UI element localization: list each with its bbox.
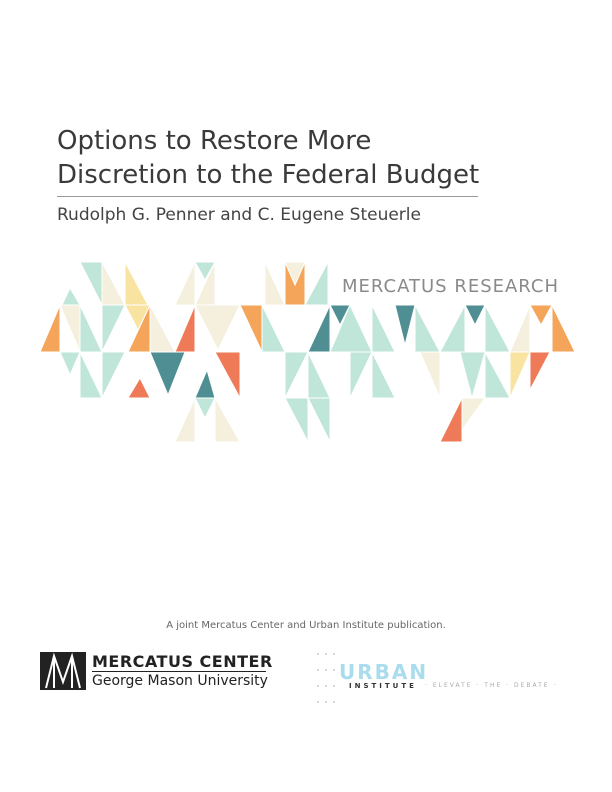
series-label: MERCATUS RESEARCH — [342, 276, 560, 297]
title-rule — [57, 196, 478, 197]
urban-dots — [317, 653, 335, 703]
mercatus-mark — [40, 652, 86, 690]
urban-name: URBAN — [339, 660, 429, 684]
mercatus-university: George Mason University — [92, 673, 268, 689]
mercatus-name: MERCATUS CENTER — [92, 652, 273, 671]
title: Options to Restore More Discretion to th… — [57, 124, 479, 192]
urban-institute: INSTITUTE — [349, 682, 417, 690]
title-line: Discretion to the Federal Budget — [57, 160, 480, 190]
joint-note: A joint Mercatus Center and Urban Instit… — [166, 620, 446, 631]
urban-tagline: · ELEVATE · THE · DEBATE · — [425, 682, 558, 689]
triangle-pattern — [39, 261, 576, 443]
title-line: Options to Restore More — [57, 126, 372, 156]
mercatus-rule — [92, 671, 266, 672]
authors: Rudolph G. Penner and C. Eugene Steuerle — [57, 205, 421, 225]
